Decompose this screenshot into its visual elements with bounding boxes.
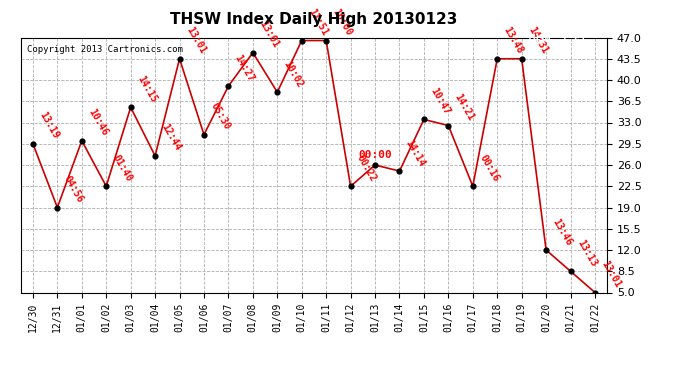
Point: [174, 56, 185, 62]
Text: 14:14: 14:14: [404, 138, 427, 168]
Point: [443, 123, 454, 129]
Text: 14:31: 14:31: [526, 25, 549, 56]
Text: 13:13: 13:13: [575, 238, 598, 268]
Point: [28, 141, 39, 147]
Point: [247, 50, 258, 55]
Text: 10:02: 10:02: [282, 58, 305, 89]
Point: [125, 104, 136, 110]
Text: 10:47: 10:47: [428, 86, 452, 116]
Text: 14:15: 14:15: [135, 74, 159, 104]
Point: [52, 204, 63, 210]
Text: 13:01: 13:01: [600, 259, 623, 290]
Point: [345, 183, 356, 189]
Text: 00:22: 00:22: [355, 153, 378, 183]
Text: 10:46: 10:46: [86, 107, 110, 138]
Text: 14:21: 14:21: [453, 92, 476, 123]
Text: 05:30: 05:30: [208, 101, 232, 132]
Point: [492, 56, 503, 62]
Text: 11:51: 11:51: [306, 7, 330, 38]
Point: [516, 56, 527, 62]
Point: [101, 183, 112, 189]
Text: 04:56: 04:56: [62, 174, 85, 204]
Point: [394, 168, 405, 174]
Text: 12:44: 12:44: [159, 122, 183, 153]
Text: 00:00: 00:00: [358, 150, 392, 160]
Point: [296, 38, 307, 44]
Text: Copyright 2013 Cartronics.com: Copyright 2013 Cartronics.com: [26, 45, 182, 54]
Point: [321, 38, 332, 44]
Point: [540, 247, 551, 253]
Text: 14:27: 14:27: [233, 53, 256, 83]
Text: 13:01: 13:01: [184, 25, 207, 56]
Point: [418, 117, 429, 123]
Point: [272, 89, 283, 95]
Point: [199, 132, 210, 138]
Text: 13:46: 13:46: [551, 216, 574, 247]
Title: THSW Index Daily High 20130123: THSW Index Daily High 20130123: [170, 12, 457, 27]
Point: [150, 153, 161, 159]
Point: [223, 83, 234, 89]
Text: 13:19: 13:19: [37, 110, 61, 141]
Point: [370, 162, 381, 168]
Text: 10:00: 10:00: [331, 7, 354, 38]
Point: [589, 290, 600, 296]
Point: [565, 268, 576, 274]
Point: [467, 183, 478, 189]
Text: 01:40: 01:40: [110, 153, 134, 183]
Text: 13:48: 13:48: [502, 25, 525, 56]
Point: [77, 138, 88, 144]
Text: 13:01: 13:01: [257, 19, 281, 50]
Text: 00:16: 00:16: [477, 153, 500, 183]
